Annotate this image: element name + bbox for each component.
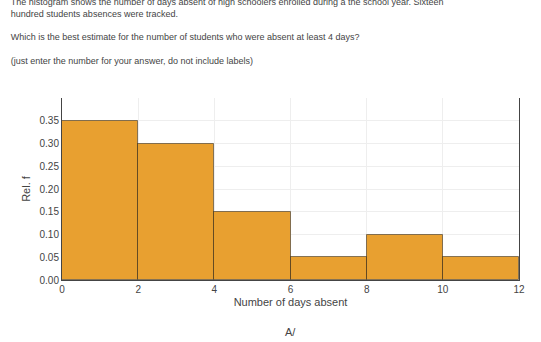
svg-text:Number of days absent: Number of days absent — [234, 296, 348, 308]
svg-text:0.30: 0.30 — [40, 138, 60, 149]
svg-text:8: 8 — [364, 284, 370, 295]
svg-text:0.05: 0.05 — [40, 252, 60, 263]
svg-text:0.20: 0.20 — [40, 184, 60, 195]
svg-text:0.35: 0.35 — [40, 115, 60, 126]
svg-text:0.15: 0.15 — [40, 206, 60, 217]
svg-text:4: 4 — [212, 284, 218, 295]
svg-text:2: 2 — [135, 284, 141, 295]
svg-text:The histogram shows the number: The histogram shows the number of days a… — [11, 0, 444, 66]
svg-text:0.00: 0.00 — [40, 275, 60, 286]
svg-text:0.25: 0.25 — [40, 161, 60, 172]
svg-text:0: 0 — [59, 284, 65, 295]
svg-text:Rel. f: Rel. f — [20, 175, 32, 202]
svg-text:A/: A/ — [285, 326, 296, 338]
svg-text:0.10: 0.10 — [40, 229, 60, 240]
svg-text:10: 10 — [437, 284, 449, 295]
svg-text:12: 12 — [513, 284, 525, 295]
svg-text:6: 6 — [288, 284, 294, 295]
